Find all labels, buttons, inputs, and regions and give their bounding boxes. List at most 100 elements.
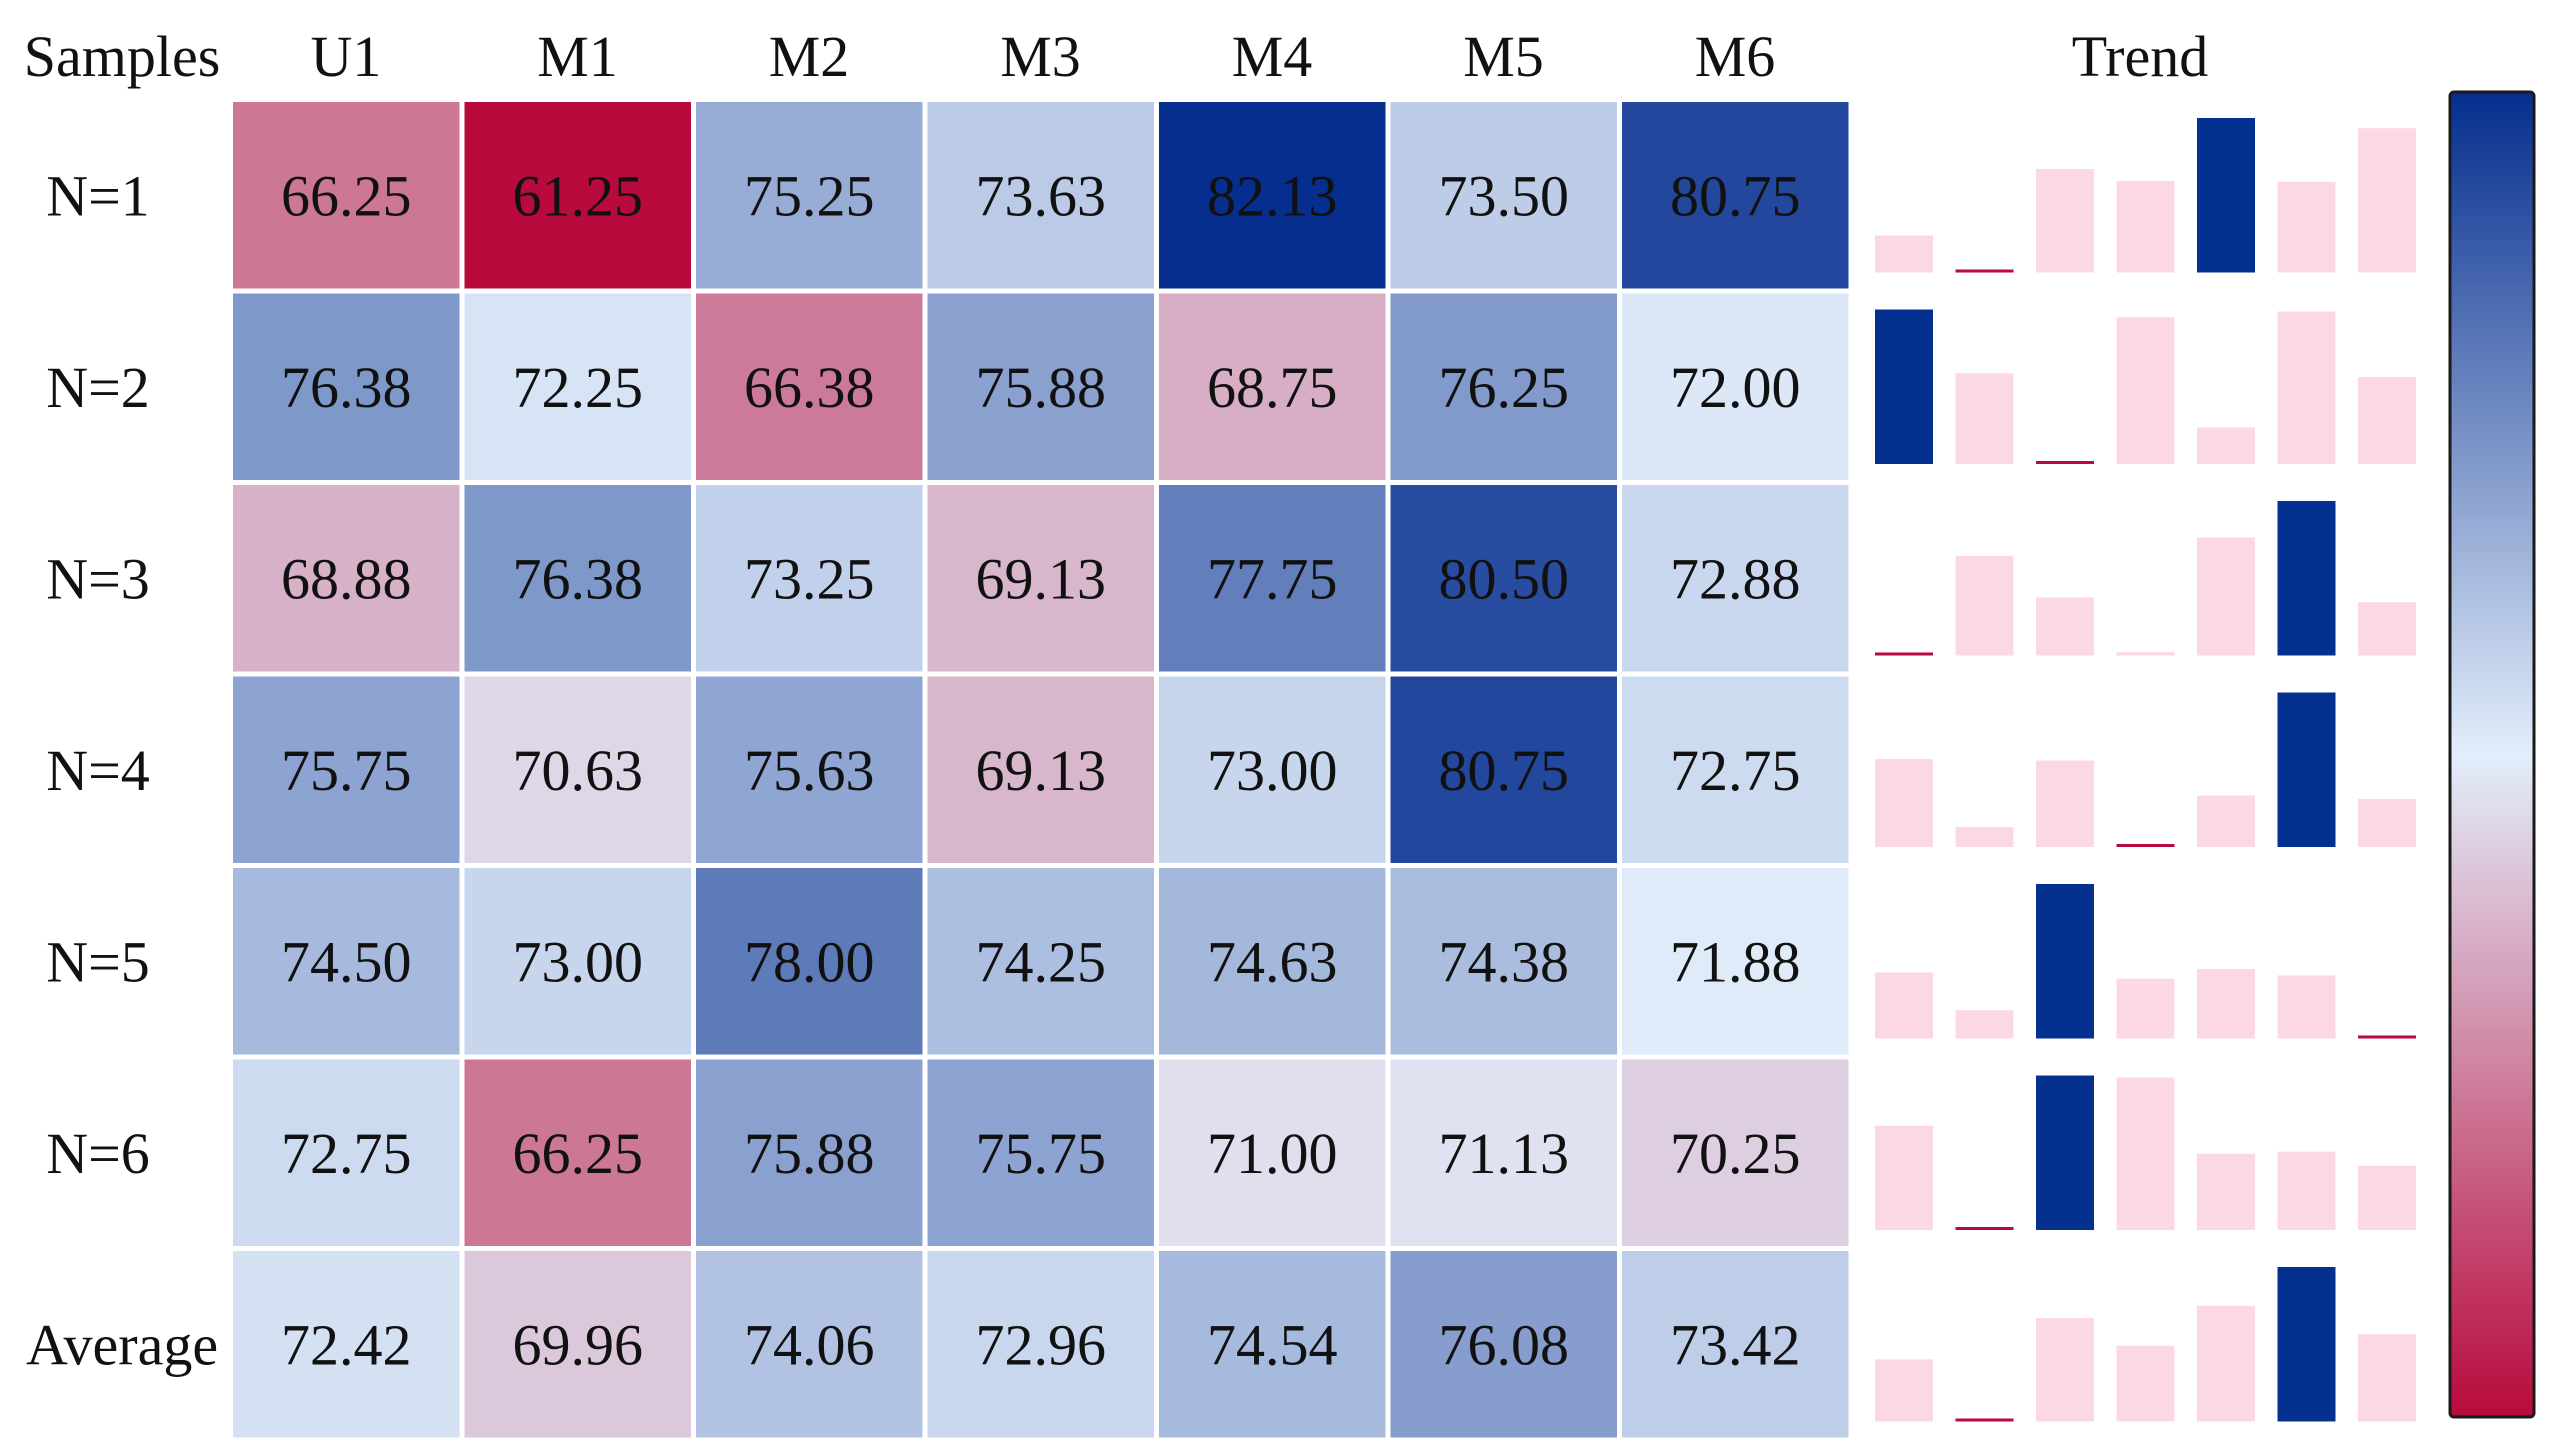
- trend-bars: [1875, 118, 2416, 1422]
- cell-value-n3-m6: 72.88: [1670, 546, 1801, 611]
- trend-bar-n5-m4: [2197, 969, 2255, 1039]
- trend-bar-n5-m6: [2358, 1035, 2416, 1039]
- cell-n4-m1: [464, 676, 691, 863]
- cell-value-average-m4: 74.54: [1207, 1312, 1338, 1377]
- cell-value-n6-m5: 71.13: [1439, 1121, 1570, 1186]
- cell-n6-m4: [1159, 1059, 1386, 1246]
- cell-n3-m5: [1390, 485, 1617, 672]
- trend-bar-average-m3: [2116, 1345, 2175, 1422]
- cell-value-average-m1: 69.96: [513, 1312, 644, 1377]
- cell-n4-m4: [1159, 676, 1386, 863]
- column-header-u1: U1: [311, 24, 382, 89]
- trend-bar-n2-m6: [2358, 377, 2416, 464]
- cell-value-n4-m2: 75.63: [744, 738, 875, 803]
- cell-value-n5-m5: 74.38: [1439, 929, 1570, 994]
- cell-value-n2-m4: 68.75: [1207, 355, 1338, 420]
- cell-value-n3-u1: 68.88: [281, 546, 412, 611]
- trend-bar-n1-u1: [1875, 235, 1933, 273]
- column-header-m5: M5: [1463, 24, 1544, 89]
- cell-n5-m6: [1622, 868, 1849, 1055]
- trend-bar-n1-m6: [2358, 128, 2416, 273]
- column-header-m6: M6: [1695, 24, 1776, 89]
- row-header-n1: N=1: [46, 163, 150, 228]
- trend-bar-n6-m2: [2036, 1075, 2094, 1230]
- cell-n1-u1: [233, 102, 460, 289]
- cell-value-n3-m3: 69.13: [976, 546, 1107, 611]
- trend-bar-n3-m1: [1955, 555, 2014, 656]
- cell-n4-m5: [1390, 676, 1617, 863]
- cell-n4-u1: [233, 676, 460, 863]
- cell-value-n3-m2: 73.25: [744, 546, 875, 611]
- cell-n4-m3: [927, 676, 1154, 863]
- trend-bar-n2-m5: [2277, 311, 2336, 464]
- trend-bar-n2-u1: [1875, 309, 1933, 464]
- cell-average-u1: [233, 1251, 460, 1438]
- column-headers: U1 M1 M2 M3 M4 M5 M6: [311, 24, 1776, 89]
- column-header-m4: M4: [1232, 24, 1313, 89]
- cell-n1-m5: [1390, 102, 1617, 289]
- colorbar: [2448, 90, 2536, 1419]
- cell-average-m4: [1159, 1251, 1386, 1438]
- trend-bar-average-m1: [1955, 1418, 2014, 1422]
- cell-value-average-m3: 72.96: [976, 1312, 1107, 1377]
- trend-bar-n3-m5: [2277, 501, 2336, 656]
- trend-bar-average-m5: [2277, 1267, 2336, 1422]
- cell-n3-m2: [696, 485, 923, 672]
- trend-bar-n5-m3: [2116, 978, 2175, 1039]
- cell-value-n4-m4: 73.00: [1207, 738, 1338, 803]
- column-header-m3: M3: [1000, 24, 1081, 89]
- trend-bar-n6-m5: [2277, 1151, 2336, 1230]
- row-header-average: Average: [26, 1312, 218, 1377]
- cell-n2-m1: [464, 293, 691, 480]
- trend-bar-n1-m2: [2036, 168, 2094, 273]
- cell-n3-m1: [464, 485, 691, 672]
- cell-value-n3-m1: 76.38: [513, 546, 644, 611]
- trend-bar-average-m6: [2358, 1334, 2416, 1422]
- cell-n1-m1: [464, 102, 691, 289]
- trend-bar-n2-m3: [2116, 317, 2175, 464]
- cell-value-n1-m6: 80.75: [1670, 163, 1801, 228]
- trend-bar-n5-m5: [2277, 975, 2336, 1039]
- cell-value-n1-m2: 75.25: [744, 163, 875, 228]
- cell-value-n6-m4: 71.00: [1207, 1121, 1338, 1186]
- trend-bar-n3-m4: [2197, 537, 2255, 656]
- trend-bar-n2-m4: [2197, 427, 2255, 464]
- trend-bar-n1-m1: [1955, 269, 2014, 273]
- cell-average-m6: [1622, 1251, 1849, 1438]
- trend-bar-n6-m4: [2197, 1153, 2255, 1230]
- cell-average-m2: [696, 1251, 923, 1438]
- row-header-n3: N=3: [46, 546, 150, 611]
- trend-bar-n3-m2: [2036, 597, 2094, 656]
- cell-n5-m3: [927, 868, 1154, 1055]
- cell-n2-m5: [1390, 293, 1617, 480]
- trend-bar-n3-m6: [2358, 602, 2416, 656]
- row-header-n5: N=5: [46, 929, 150, 994]
- trend-bar-n4-m6: [2358, 798, 2416, 847]
- cell-value-n1-m3: 73.63: [976, 163, 1107, 228]
- cell-value-n1-m5: 73.50: [1439, 163, 1570, 228]
- cell-value-average-m6: 73.42: [1670, 1312, 1801, 1377]
- trend-bar-n3-u1: [1875, 652, 1933, 656]
- cell-n4-m2: [696, 676, 923, 863]
- colorbar-rect: [2448, 90, 2536, 1419]
- row-headers: N=1 N=2 N=3 N=4 N=5 N=6 Average: [26, 163, 218, 1377]
- trend-bar-average-m4: [2197, 1305, 2255, 1422]
- cell-n5-m2: [696, 868, 923, 1055]
- cell-value-n6-m3: 75.75: [976, 1121, 1107, 1186]
- cell-n5-m1: [464, 868, 691, 1055]
- cell-value-n2-m6: 72.00: [1670, 355, 1801, 420]
- cell-value-n5-m2: 78.00: [744, 929, 875, 994]
- cell-n6-m5: [1390, 1059, 1617, 1246]
- trend-bar-n5-m2: [2036, 884, 2094, 1039]
- cell-value-n2-m5: 76.25: [1439, 355, 1570, 420]
- row-header-n2: N=2: [46, 355, 150, 420]
- trend-bar-n2-m1: [1955, 373, 2014, 464]
- trend-bar-n1-m3: [2116, 180, 2175, 273]
- cell-n6-m6: [1622, 1059, 1849, 1246]
- cell-n2-m4: [1159, 293, 1386, 480]
- cell-n6-u1: [233, 1059, 460, 1246]
- trend-bar-average-u1: [1875, 1359, 1933, 1422]
- cell-value-n5-m1: 73.00: [513, 929, 644, 994]
- cell-value-n1-u1: 66.25: [281, 163, 412, 228]
